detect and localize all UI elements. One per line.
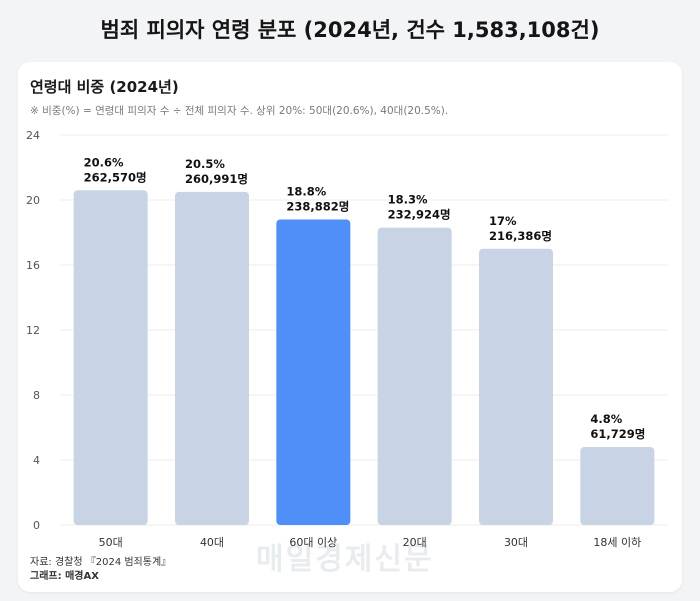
x-tick-label: 50대 [99, 536, 123, 549]
bar [580, 447, 655, 525]
chart-card: 연령대 비중 (2024년) ※ 비중(%) = 연령대 피의자 수 ÷ 전체 … [18, 62, 682, 592]
data-label-percent: 17% [489, 214, 517, 228]
y-tick-label: 24 [26, 129, 40, 142]
chart-title: 연령대 비중 (2024년) [30, 78, 179, 96]
y-tick-label: 0 [33, 519, 40, 532]
x-tick-label: 18세 이하 [593, 535, 641, 549]
y-tick-label: 20 [26, 194, 40, 207]
data-label-count: 260,991명 [185, 172, 248, 186]
data-label-percent: 4.8% [590, 412, 622, 426]
bar [479, 248, 553, 525]
data-label-percent: 20.5% [185, 157, 225, 171]
data-label-count: 61,729명 [590, 427, 645, 441]
bar [377, 227, 452, 525]
y-tick-label: 8 [33, 389, 40, 402]
data-label-count: 262,570명 [84, 170, 147, 184]
source-text: 자료: 경찰청 『2024 범죄통계』 [30, 557, 172, 568]
x-tick-label: 30대 [504, 536, 528, 549]
data-label-percent: 18.3% [388, 193, 428, 207]
bar [73, 190, 148, 525]
data-label-count: 232,924명 [388, 208, 451, 222]
bar [276, 219, 351, 525]
y-tick-label: 16 [26, 259, 40, 272]
chart-note: ※ 비중(%) = 연령대 피의자 수 ÷ 전체 피의자 수. 상위 20%: … [30, 105, 449, 117]
data-label-count: 216,386명 [489, 229, 552, 243]
bar [175, 191, 249, 525]
data-label-percent: 18.8% [286, 185, 326, 199]
y-tick-label: 4 [33, 454, 40, 467]
y-tick-label: 12 [26, 324, 40, 337]
credit-text: 그래프: 매경AX [30, 571, 99, 582]
data-label-count: 238,882명 [286, 200, 349, 214]
x-tick-label: 60대 이상 [289, 536, 337, 549]
watermark: 매일경제신문 [256, 542, 434, 577]
data-label-percent: 20.6% [84, 155, 124, 169]
page-title: 범죄 피의자 연령 분포 (2024년, 건수 1,583,108건) [100, 18, 600, 42]
x-tick-label: 20대 [403, 536, 427, 549]
x-tick-label: 40대 [200, 536, 224, 549]
chart-footer: 자료: 경찰청 『2024 범죄통계』 그래프: 매경AX [30, 556, 171, 584]
bar-chart: 0 4 8 12 16 20 24 20.6%262,570명 50대 20.5%260,991명… [26, 129, 668, 549]
